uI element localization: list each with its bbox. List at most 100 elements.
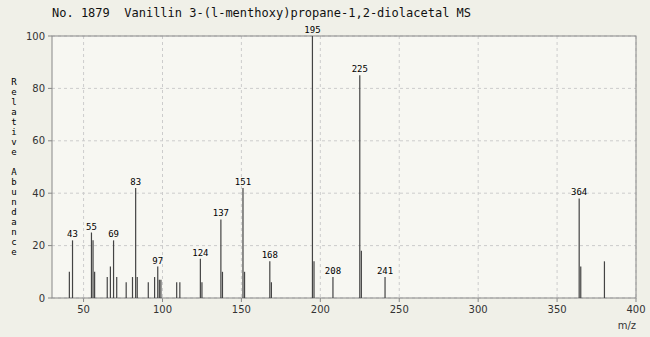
y-label-char: e bbox=[11, 87, 16, 97]
tick-label: 400 bbox=[626, 304, 645, 315]
peak bbox=[91, 233, 92, 299]
peak bbox=[332, 277, 333, 298]
grid-line bbox=[399, 36, 400, 298]
peak-label: 124 bbox=[192, 248, 208, 258]
y-axis: 0 20 40 60 80 100 bbox=[26, 31, 636, 304]
tick bbox=[48, 36, 52, 37]
peak bbox=[154, 277, 155, 298]
peaks bbox=[69, 36, 604, 298]
peak bbox=[312, 36, 313, 298]
peak bbox=[72, 240, 73, 298]
y-label-char: i bbox=[11, 127, 16, 137]
tick bbox=[48, 245, 52, 246]
tick bbox=[83, 298, 84, 302]
y-label-char: n bbox=[11, 227, 16, 237]
tick-label: 20 bbox=[32, 240, 45, 251]
peak bbox=[579, 198, 580, 298]
plot-area bbox=[52, 36, 636, 298]
tick-label: 0 bbox=[39, 293, 45, 304]
tick-label: 350 bbox=[548, 304, 567, 315]
grid-line bbox=[52, 245, 636, 246]
tick bbox=[48, 140, 52, 141]
y-label-char: R bbox=[11, 77, 17, 87]
grid-line bbox=[52, 193, 636, 194]
peak bbox=[107, 277, 108, 298]
peak-label: 43 bbox=[67, 229, 78, 239]
tick-label: 200 bbox=[311, 304, 330, 315]
tick bbox=[399, 298, 400, 302]
peak bbox=[384, 277, 385, 298]
grid-line bbox=[557, 36, 558, 298]
peak bbox=[580, 267, 581, 298]
frame bbox=[52, 36, 636, 298]
tick bbox=[636, 298, 637, 302]
tick bbox=[162, 298, 163, 302]
peak bbox=[94, 272, 95, 298]
tick-label: 100 bbox=[26, 31, 45, 42]
peak bbox=[269, 261, 270, 298]
peak bbox=[220, 219, 221, 298]
peak-label: 241 bbox=[377, 266, 393, 276]
tick-label: 80 bbox=[32, 83, 45, 94]
title: No. 1879 Vanillin 3-(l-menthoxy)propane-… bbox=[52, 6, 471, 20]
peak bbox=[179, 282, 180, 298]
peak bbox=[159, 280, 160, 298]
tick-label: 50 bbox=[77, 304, 90, 315]
peak bbox=[604, 261, 605, 298]
tick-label: 250 bbox=[390, 304, 409, 315]
peak bbox=[242, 188, 243, 298]
y-label-char: e bbox=[11, 247, 16, 257]
tick bbox=[320, 298, 321, 302]
y-label: Relative Abundance bbox=[11, 77, 17, 257]
grid-line bbox=[52, 140, 636, 141]
tick-label: 60 bbox=[32, 135, 45, 146]
peak bbox=[244, 272, 245, 298]
peak-label: 168 bbox=[262, 250, 278, 260]
peak bbox=[160, 280, 161, 298]
y-label-char: t bbox=[11, 117, 16, 127]
annotations: 4355698397124137151168195208225241364 bbox=[67, 25, 587, 276]
tick bbox=[478, 298, 479, 302]
peak-label: 83 bbox=[130, 177, 141, 187]
peak bbox=[110, 267, 111, 298]
y-label-char: d bbox=[11, 207, 16, 217]
chart: 5010015020025030035040002040608010043556… bbox=[0, 0, 650, 337]
tick bbox=[48, 193, 52, 194]
peak bbox=[201, 282, 202, 298]
peak-label: 225 bbox=[352, 64, 368, 74]
peak bbox=[359, 75, 360, 298]
tick-label: 40 bbox=[32, 188, 45, 199]
grid-line bbox=[83, 36, 84, 298]
peak bbox=[137, 277, 138, 298]
tick bbox=[48, 298, 52, 299]
peak bbox=[157, 267, 158, 298]
peak-label: 69 bbox=[108, 229, 119, 239]
peak bbox=[92, 240, 93, 298]
peak bbox=[113, 240, 114, 298]
peak bbox=[271, 282, 272, 298]
peak bbox=[135, 188, 136, 298]
y-label-char: n bbox=[11, 197, 16, 207]
peak-label: 137 bbox=[213, 208, 229, 218]
grid-line bbox=[478, 36, 479, 298]
peak-label: 55 bbox=[86, 222, 97, 232]
tick-label: 150 bbox=[232, 304, 251, 315]
tick-label: 300 bbox=[469, 304, 488, 315]
peak bbox=[116, 277, 117, 298]
background bbox=[0, 0, 650, 337]
y-label-char: a bbox=[11, 217, 16, 227]
y-label-char: b bbox=[11, 177, 16, 187]
peak bbox=[361, 251, 362, 298]
tick bbox=[241, 298, 242, 302]
grid-line bbox=[320, 36, 321, 298]
x-axis: 50100150200250300350400 bbox=[77, 36, 645, 315]
peak-label: 208 bbox=[325, 266, 341, 276]
peak bbox=[222, 272, 223, 298]
peak bbox=[148, 282, 149, 298]
peak bbox=[69, 272, 70, 298]
grid-line bbox=[241, 36, 242, 298]
grid-line bbox=[52, 88, 636, 89]
peak-label: 97 bbox=[152, 256, 163, 266]
y-label-char: A bbox=[11, 167, 17, 177]
peak bbox=[176, 282, 177, 298]
